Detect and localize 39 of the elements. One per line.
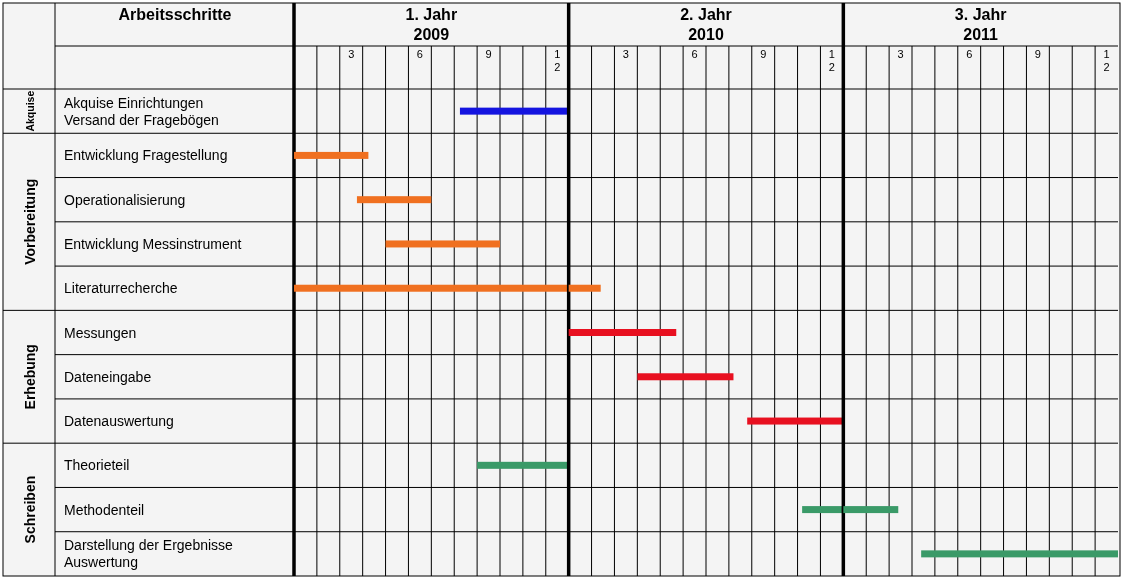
x-tick-label: 9 xyxy=(485,48,492,60)
y-tick-label: Akquise Einrichtungen Versand der Fragebögen xyxy=(64,94,219,128)
chart-title: 3. Jahr 2011 xyxy=(954,6,1007,43)
text: Erhebung xyxy=(21,344,38,410)
x-tick-label: 3 xyxy=(348,48,355,60)
bar xyxy=(459,107,569,115)
chart-title: 2. Jahr 2010 xyxy=(680,6,732,43)
chart-title: 1. Jahr 2009 xyxy=(405,6,458,43)
y-tick-label: Messungen xyxy=(64,324,137,341)
y-tick-label: Entwicklung Fragestellung xyxy=(64,147,228,164)
y-tick-label: Theorieteil xyxy=(64,457,130,474)
x-tick-label: 3 xyxy=(897,48,904,60)
y-tick-label: Datenauswertung xyxy=(64,413,174,430)
bar xyxy=(356,196,432,204)
y-tick-label: Entwicklung Messinstrument xyxy=(64,235,242,252)
bar xyxy=(477,461,569,469)
x-tick-label: 9 xyxy=(760,48,767,60)
x-tick-label: 1 2 xyxy=(1103,48,1110,73)
x-tick-label: 9 xyxy=(1034,48,1041,60)
x-tick-label: 6 xyxy=(416,48,423,60)
y-axis-title: Arbeitsschritte xyxy=(118,6,232,23)
x-tick-label: 3 xyxy=(622,48,629,60)
y-tick-label: Methodenteil xyxy=(64,501,145,518)
x-tick-label: 1 2 xyxy=(828,48,835,73)
y-tick-label: Literaturrecherche xyxy=(64,280,178,297)
bar xyxy=(385,240,500,248)
x-tick-label: 6 xyxy=(691,48,698,60)
bar xyxy=(294,151,369,159)
y-tick-label: Darstellung der Ergebnisse Auswertung xyxy=(64,537,234,571)
y-tick-label: Dateneingabe xyxy=(64,368,152,385)
bar xyxy=(637,373,734,381)
text: Vorbereitung xyxy=(21,178,38,265)
x-tick-label: 1 2 xyxy=(554,48,561,73)
bar xyxy=(747,417,844,425)
text: Schreiben xyxy=(21,475,38,544)
y-tick-label: Operationalisierung xyxy=(64,191,186,208)
x-tick-label: 6 xyxy=(966,48,973,60)
text: Akquise xyxy=(23,90,36,132)
bar xyxy=(568,329,677,336)
